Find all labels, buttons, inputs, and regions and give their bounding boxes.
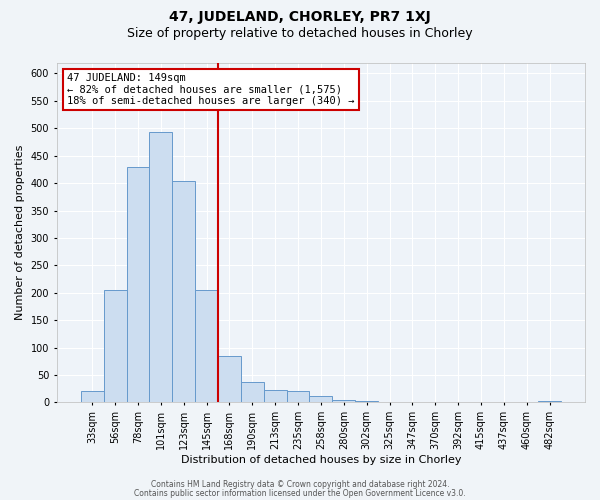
X-axis label: Distribution of detached houses by size in Chorley: Distribution of detached houses by size … bbox=[181, 455, 461, 465]
Y-axis label: Number of detached properties: Number of detached properties bbox=[15, 145, 25, 320]
Bar bbox=[172, 182, 195, 402]
Text: 47, JUDELAND, CHORLEY, PR7 1XJ: 47, JUDELAND, CHORLEY, PR7 1XJ bbox=[169, 10, 431, 24]
Bar bbox=[241, 382, 264, 402]
Bar bbox=[355, 401, 378, 402]
Text: Contains public sector information licensed under the Open Government Licence v3: Contains public sector information licen… bbox=[134, 488, 466, 498]
Bar bbox=[264, 390, 287, 402]
Bar bbox=[81, 392, 104, 402]
Bar bbox=[127, 166, 149, 402]
Bar bbox=[287, 392, 310, 402]
Bar bbox=[218, 356, 241, 403]
Bar bbox=[310, 396, 332, 402]
Bar bbox=[149, 132, 172, 402]
Bar bbox=[104, 290, 127, 403]
Bar bbox=[195, 290, 218, 403]
Text: Contains HM Land Registry data © Crown copyright and database right 2024.: Contains HM Land Registry data © Crown c… bbox=[151, 480, 449, 489]
Text: Size of property relative to detached houses in Chorley: Size of property relative to detached ho… bbox=[127, 28, 473, 40]
Bar bbox=[332, 400, 355, 402]
Text: 47 JUDELAND: 149sqm
← 82% of detached houses are smaller (1,575)
18% of semi-det: 47 JUDELAND: 149sqm ← 82% of detached ho… bbox=[67, 72, 355, 106]
